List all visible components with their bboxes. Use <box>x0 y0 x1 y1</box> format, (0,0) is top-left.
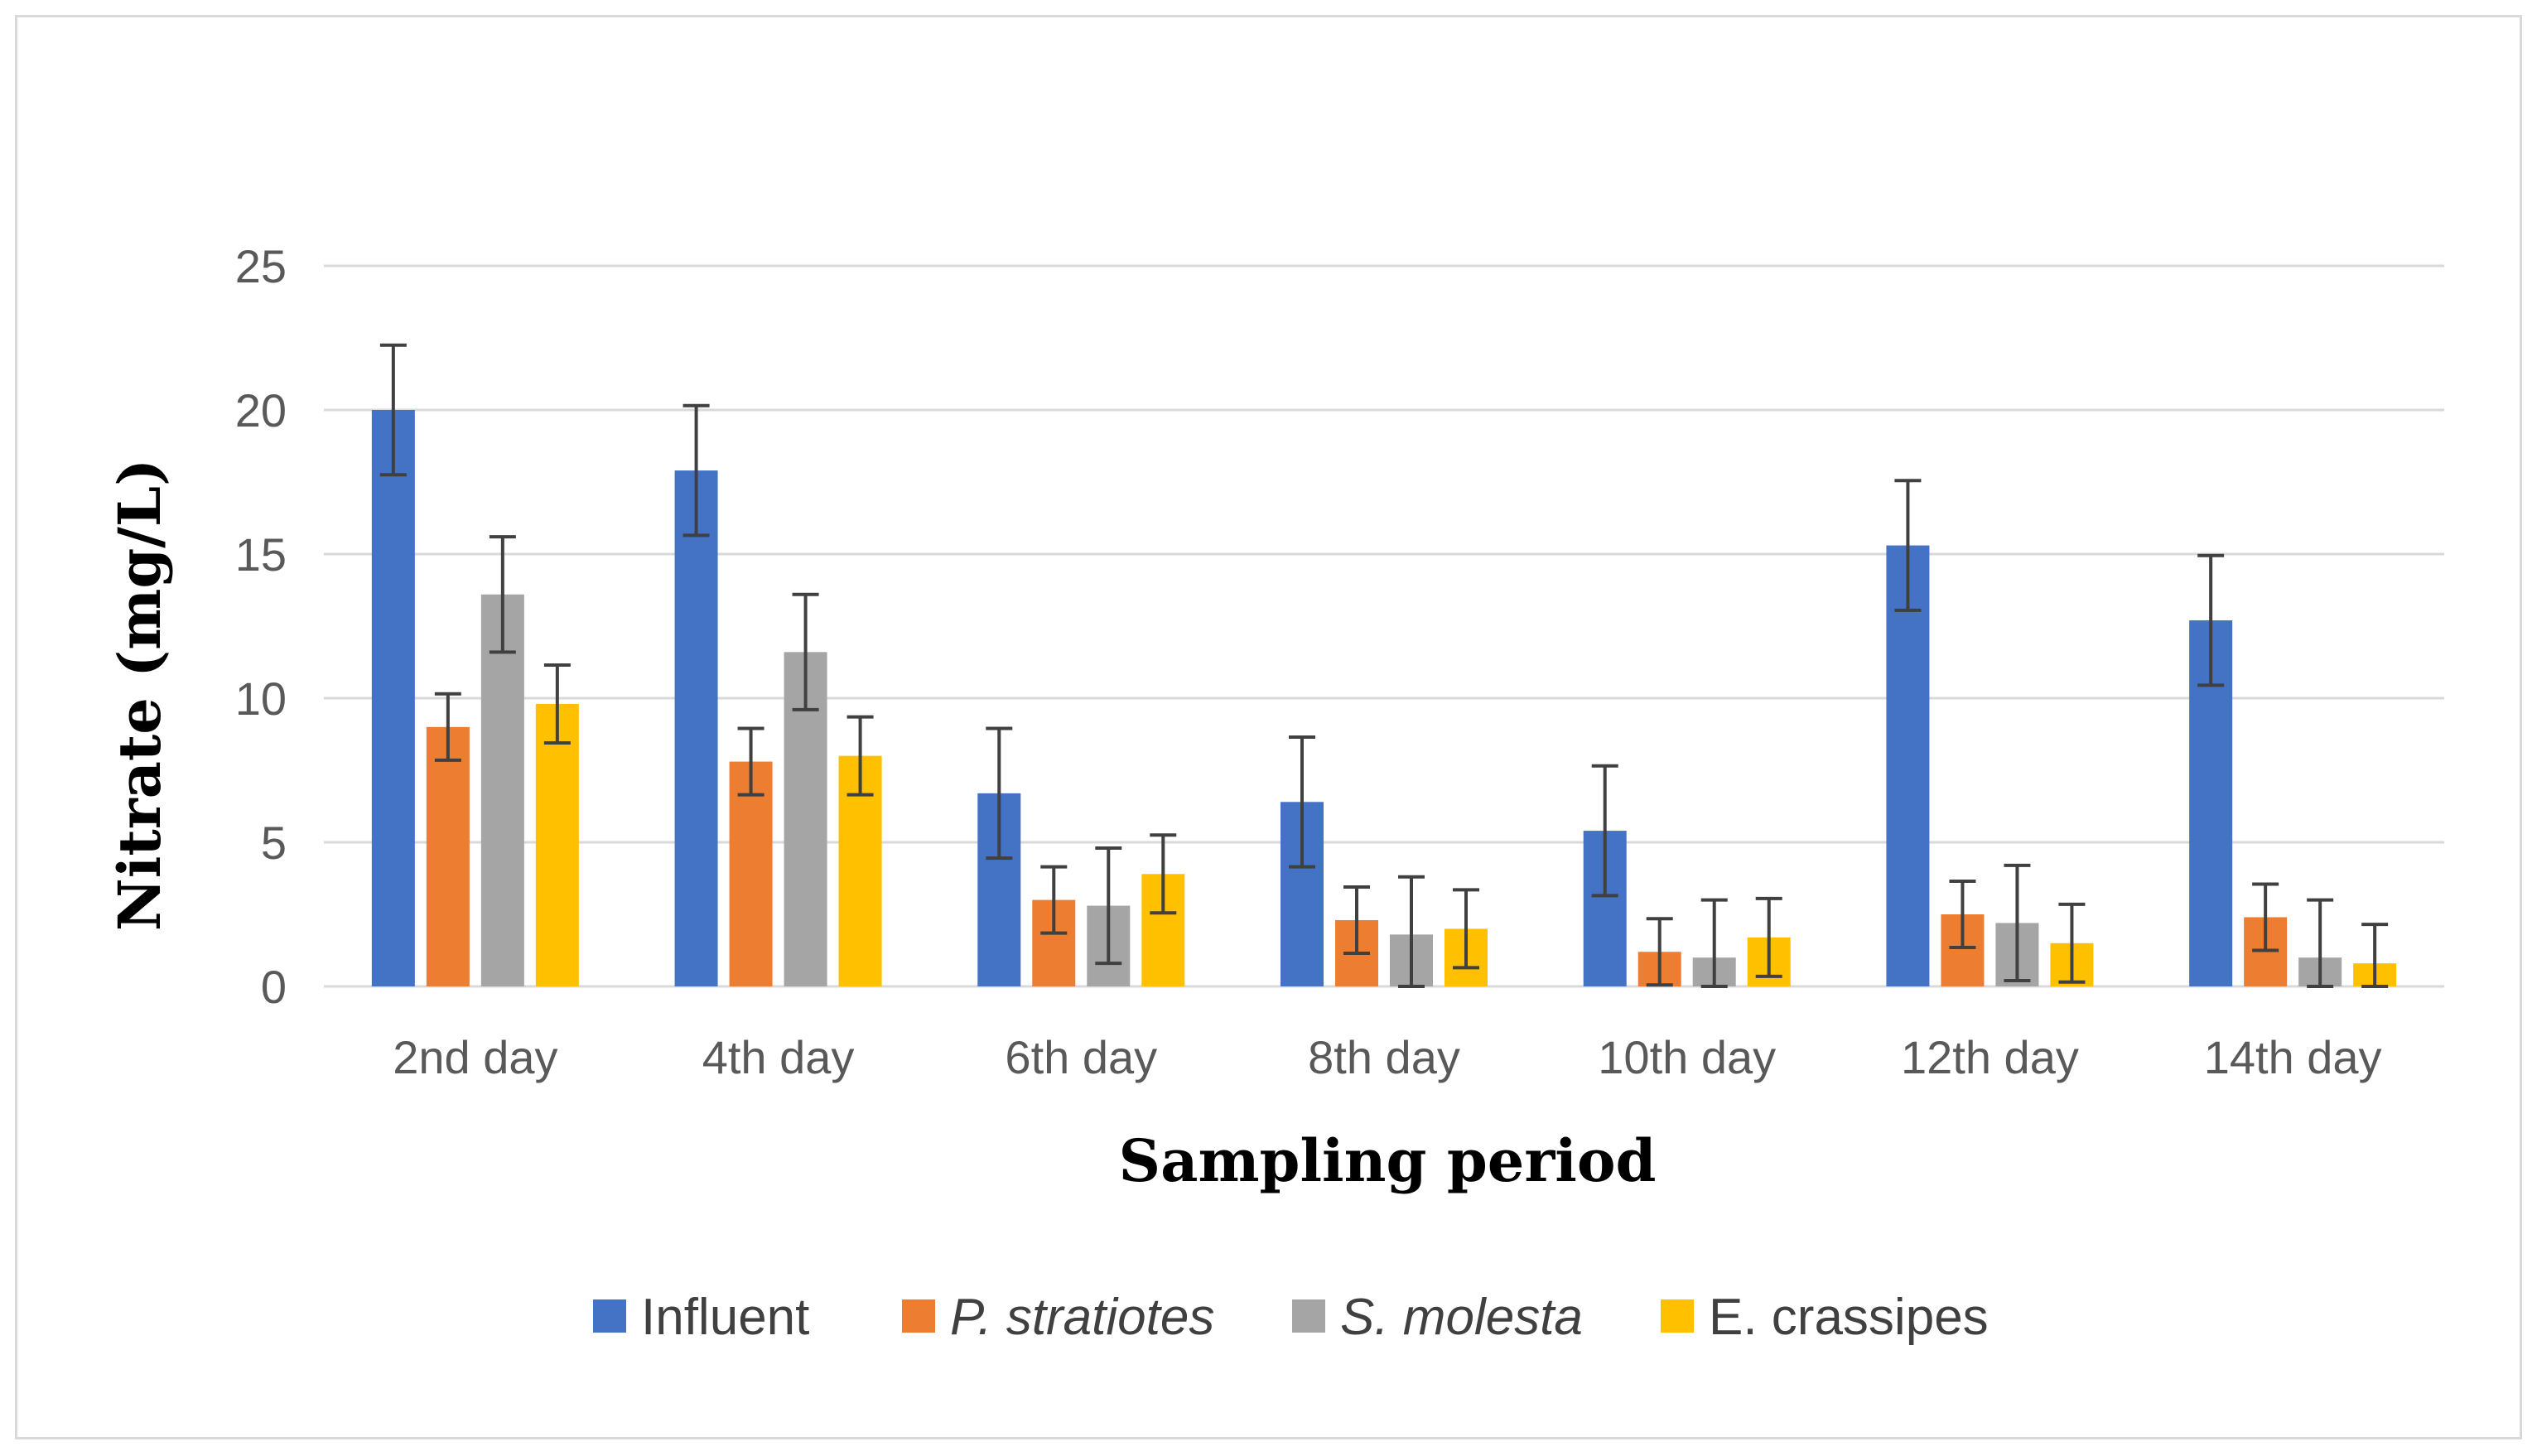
y-tick-labels: 0 5 10 15 20 25 <box>235 240 287 1013</box>
x-tick-label: 14th day <box>2204 1031 2382 1083</box>
bars <box>371 410 2397 986</box>
bar <box>674 470 718 986</box>
error-bars <box>379 343 2389 988</box>
nitrate-bar-chart: 0 5 10 15 20 25 2nd day 4th day 6th day 8th day 1… <box>105 240 2444 1346</box>
x-tick-label: 4th day <box>702 1031 855 1083</box>
y-tick-label: 5 <box>261 817 287 869</box>
legend-swatch <box>1292 1299 1325 1333</box>
legend-label: P. stratiotes <box>950 1289 1214 1346</box>
y-axis-title: Nitrate (mg/L) <box>105 459 174 931</box>
legend-label: E. crassipes <box>1709 1289 1989 1346</box>
x-tick-label: 10th day <box>1598 1031 1776 1083</box>
chart-frame: 0 5 10 15 20 25 2nd day 4th day 6th day 8th day 1… <box>15 15 2522 1439</box>
bar <box>371 410 415 986</box>
bar <box>1886 545 1930 986</box>
y-tick-label: 10 <box>235 673 287 725</box>
y-tick-label: 25 <box>235 240 287 292</box>
x-tick-label: 8th day <box>1308 1031 1460 1083</box>
bar <box>480 594 524 986</box>
bar <box>729 761 773 986</box>
legend-swatch <box>1661 1299 1694 1333</box>
x-tick-label: 12th day <box>1901 1031 2079 1083</box>
legend-label: S. molesta <box>1340 1289 1583 1346</box>
y-tick-label: 0 <box>261 961 287 1013</box>
legend-label: Influent <box>641 1289 809 1346</box>
x-axis-title: Sampling period <box>1119 1126 1657 1195</box>
bar <box>426 726 470 986</box>
x-tick-label: 2nd day <box>393 1031 557 1083</box>
y-tick-label: 15 <box>235 528 287 581</box>
bar <box>535 703 579 986</box>
y-tick-label: 20 <box>235 384 287 436</box>
gridlines <box>324 264 2444 988</box>
legend-swatch <box>902 1299 935 1333</box>
x-tick-label: 6th day <box>1005 1031 1157 1083</box>
x-tick-labels: 2nd day 4th day 6th day 8th day 10th day 12th… <box>393 1031 2381 1083</box>
legend-swatch <box>593 1299 626 1333</box>
legend: Influent P. stratiotes S. molesta E. crassi… <box>593 1289 1989 1346</box>
